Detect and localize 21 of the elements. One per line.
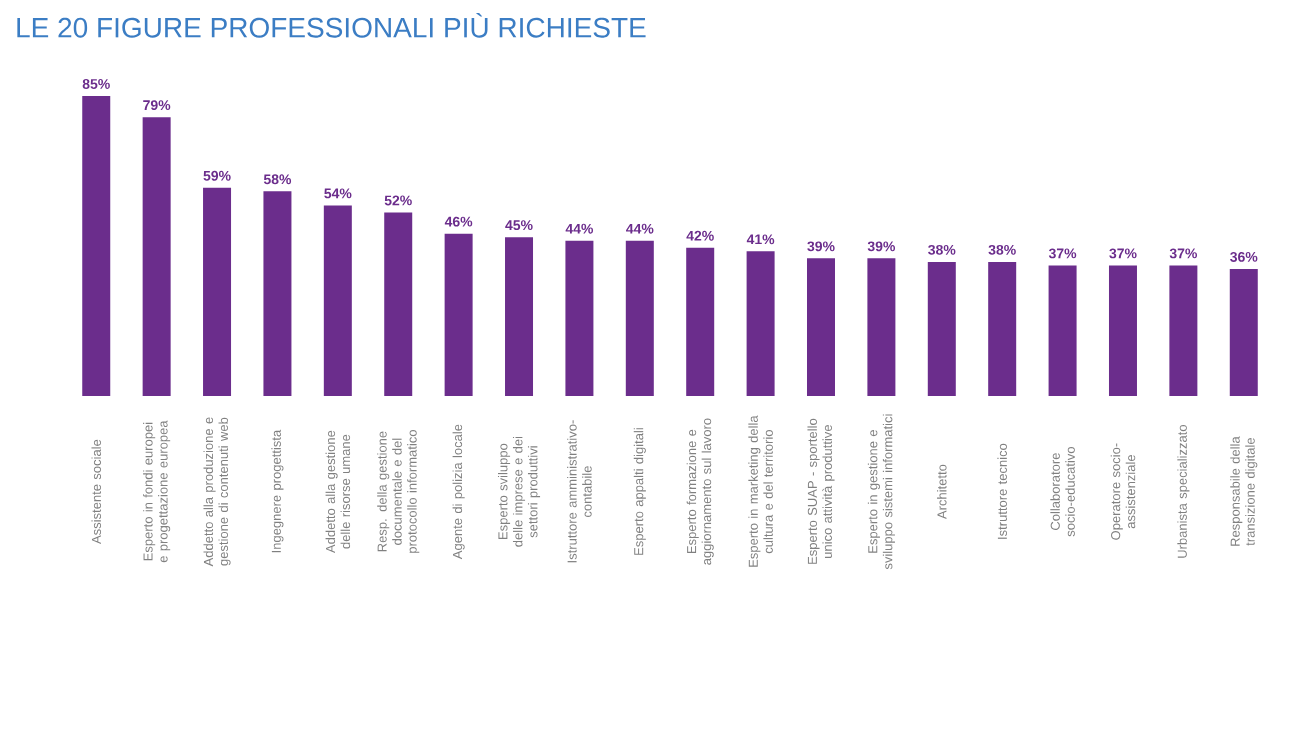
bar xyxy=(1229,268,1258,396)
bar xyxy=(927,261,956,396)
bar xyxy=(867,258,896,396)
bar xyxy=(82,96,111,396)
bar xyxy=(1108,265,1137,396)
bar xyxy=(565,240,594,396)
bar xyxy=(625,240,654,396)
bar xyxy=(807,258,835,396)
bar xyxy=(1048,265,1077,396)
bar xyxy=(384,212,413,396)
bar xyxy=(746,251,775,396)
bar xyxy=(444,233,473,396)
chart-title: LE 20 FIGURE PROFESSIONALI PIÙ RICHIESTE xyxy=(17,13,646,38)
bar xyxy=(505,237,534,396)
bar xyxy=(1169,265,1198,396)
bar xyxy=(686,247,715,396)
bar xyxy=(323,205,352,396)
bar xyxy=(263,191,292,396)
bar xyxy=(203,187,232,396)
bar xyxy=(142,117,171,396)
bar xyxy=(988,261,1017,396)
